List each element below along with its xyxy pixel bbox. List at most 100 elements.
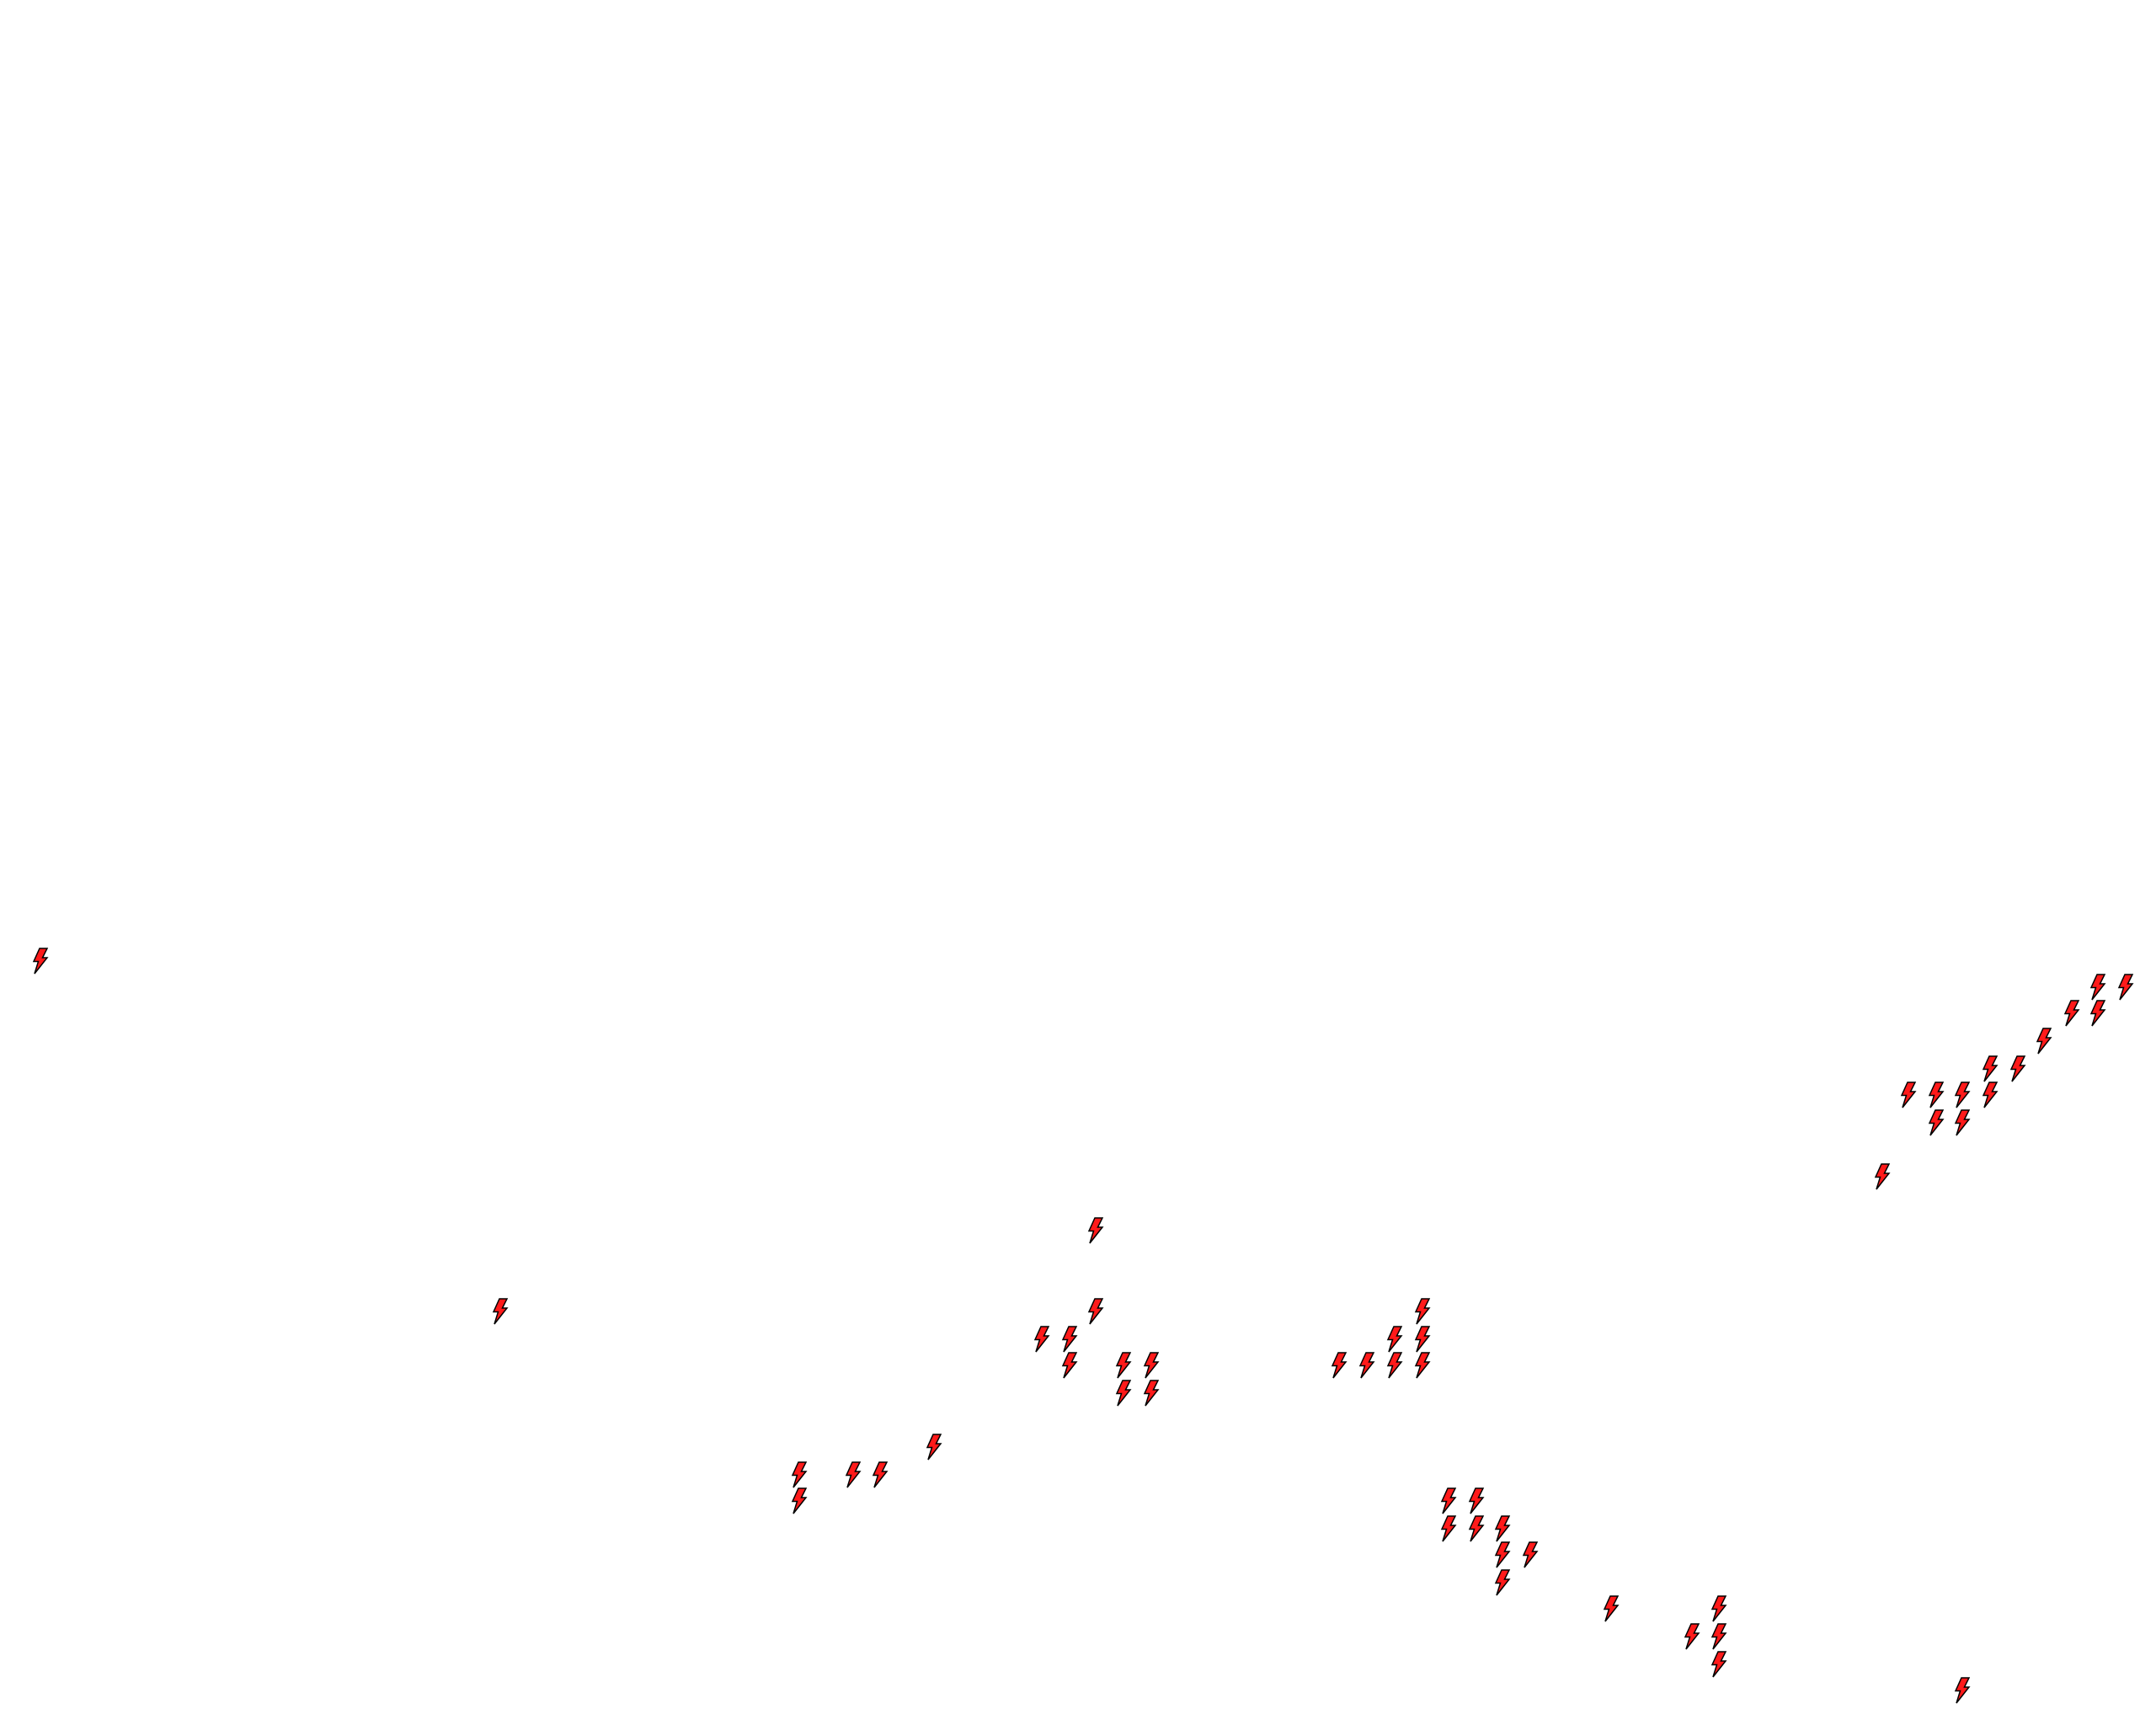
lightning-marker[interactable] [1468, 1515, 1485, 1542]
lightning-marker[interactable] [1331, 1352, 1348, 1379]
lightning-marker[interactable] [1954, 1108, 1971, 1136]
lightning-bolt-icon [1115, 1380, 1132, 1407]
lightning-bolt-icon [1386, 1352, 1403, 1379]
lightning-bolt-icon [2063, 1000, 2080, 1027]
lightning-marker[interactable] [1710, 1623, 1727, 1650]
lightning-bolt-icon [1115, 1352, 1132, 1379]
lightning-marker[interactable] [1684, 1623, 1700, 1650]
lightning-bolt-icon [1331, 1352, 1348, 1379]
lightning-marker[interactable] [492, 1298, 509, 1325]
lightning-bolt-icon [2009, 1055, 2026, 1081]
lightning-bolt-icon [1955, 1081, 1971, 1108]
lightning-bolt-icon [2117, 973, 2134, 1001]
lightning-bolt-icon [1440, 1515, 1457, 1542]
lightning-bolt-icon [1494, 1515, 1511, 1542]
lightning-marker[interactable] [1710, 1651, 1727, 1678]
lightning-bolt-icon [1901, 1081, 1917, 1108]
lightning-bolt-icon [926, 1434, 942, 1461]
lightning-marker[interactable] [1710, 1595, 1727, 1622]
lightning-marker[interactable] [1928, 1081, 1945, 1108]
lightning-bolt-icon [1604, 1595, 1620, 1622]
lightning-marker[interactable] [1874, 1162, 1891, 1190]
lightning-marker[interactable] [1900, 1081, 1917, 1108]
lightning-marker[interactable] [845, 1461, 862, 1488]
lightning-bolt-icon [1928, 1081, 1945, 1108]
lightning-marker[interactable] [1061, 1352, 1078, 1379]
lightning-marker[interactable] [1115, 1352, 1132, 1379]
lightning-marker[interactable] [1061, 1326, 1078, 1353]
lightning-bolt-icon [1982, 1081, 1999, 1108]
lightning-bolt-icon [1494, 1541, 1511, 1568]
lightning-marker[interactable] [1954, 1081, 1971, 1108]
lightning-marker[interactable] [791, 1461, 808, 1488]
lightning-marker[interactable] [2089, 973, 2106, 1001]
lightning-bolt-icon [1494, 1569, 1511, 1596]
lightning-bolt-icon [2089, 973, 2106, 1001]
lightning-bolt-icon [1061, 1326, 1078, 1353]
lightning-bolt-icon [32, 947, 49, 974]
lightning-bolt-icon [2089, 1000, 2106, 1027]
lightning-marker[interactable] [1358, 1352, 1375, 1379]
lightning-bolt-icon [2036, 1027, 2052, 1055]
lightning-marker[interactable] [791, 1487, 808, 1514]
lightning-bolt-icon [1522, 1541, 1539, 1568]
lightning-marker[interactable] [1143, 1380, 1160, 1407]
lightning-marker[interactable] [1414, 1352, 1431, 1379]
lightning-marker[interactable] [1440, 1515, 1457, 1542]
lightning-marker[interactable] [1522, 1541, 1539, 1568]
lightning-bolt-icon [1414, 1298, 1431, 1325]
lightning-marker[interactable] [926, 1434, 942, 1461]
lightning-marker[interactable] [32, 947, 49, 975]
lightning-bolt-icon [1386, 1326, 1403, 1353]
lightning-marker[interactable] [2009, 1055, 2026, 1082]
lightning-bolt-icon [1143, 1380, 1160, 1407]
lightning-marker[interactable] [1494, 1569, 1511, 1596]
lightning-bolt-icon [1414, 1352, 1431, 1379]
lightning-marker[interactable] [1982, 1055, 1999, 1082]
lightning-marker[interactable] [872, 1461, 889, 1488]
lightning-bolt-icon [1955, 1108, 1971, 1135]
lightning-bolt-icon [1440, 1487, 1457, 1514]
lightning-bolt-icon [492, 1298, 509, 1325]
lightning-marker[interactable] [2117, 973, 2134, 1001]
lightning-marker[interactable] [1494, 1515, 1511, 1542]
lightning-bolt-icon [791, 1487, 808, 1514]
lightning-bolt-icon [1468, 1487, 1485, 1514]
lightning-marker[interactable] [1468, 1487, 1485, 1514]
lightning-marker[interactable] [1928, 1108, 1945, 1136]
lightning-bolt-icon [1034, 1326, 1050, 1353]
lightning-bolt-icon [1684, 1623, 1700, 1650]
lightning-marker[interactable] [1982, 1081, 1999, 1108]
lightning-marker[interactable] [1386, 1352, 1403, 1379]
lightning-bolt-icon [845, 1461, 862, 1488]
lightning-marker[interactable] [1087, 1298, 1104, 1325]
lightning-bolt-icon [1711, 1651, 1727, 1678]
lightning-bolt-icon [1711, 1595, 1727, 1622]
lightning-marker[interactable] [1954, 1677, 1971, 1704]
lightning-bolt-icon [1982, 1055, 1999, 1081]
lightning-marker[interactable] [1033, 1326, 1050, 1353]
lightning-bolt-icon [1358, 1352, 1375, 1379]
lightning-bolt-icon [1088, 1216, 1104, 1243]
lightning-marker[interactable] [1087, 1216, 1104, 1244]
lightning-marker[interactable] [2063, 1000, 2080, 1027]
lightning-marker[interactable] [1440, 1487, 1457, 1514]
lightning-bolt-icon [1143, 1352, 1160, 1379]
lightning-marker[interactable] [1115, 1380, 1132, 1407]
lightning-marker[interactable] [2036, 1027, 2052, 1055]
lightning-bolt-icon [1874, 1162, 1891, 1189]
lightning-bolt-icon [1468, 1515, 1485, 1542]
lightning-marker[interactable] [1143, 1352, 1160, 1379]
lightning-bolt-icon [1061, 1352, 1078, 1379]
lightning-bolt-icon [1088, 1298, 1104, 1325]
lightning-marker[interactable] [2089, 1000, 2106, 1027]
lightning-bolt-icon [873, 1461, 889, 1488]
lightning-marker[interactable] [1386, 1326, 1403, 1353]
lightning-marker[interactable] [1414, 1326, 1431, 1353]
lightning-marker[interactable] [1603, 1595, 1620, 1622]
lightning-bolt-icon [791, 1461, 808, 1488]
lightning-marker[interactable] [1414, 1298, 1431, 1325]
lightning-bolt-icon [1928, 1108, 1945, 1135]
lightning-marker[interactable] [1494, 1541, 1511, 1568]
